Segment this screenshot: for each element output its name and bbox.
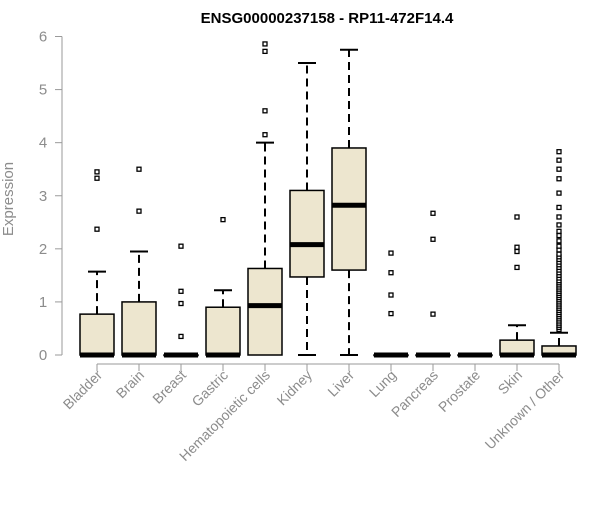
x-tick-label-lung: Lung [366,367,399,400]
outlier-unknown-other-41 [556,204,562,211]
outlier-skin-2 [514,244,520,250]
box-group-bladder [79,169,115,358]
box-group-lung [373,250,409,358]
outlier-skin-1 [514,248,520,255]
y-axis-label: Expression [0,162,17,236]
outlier-gastric-0 [220,216,226,223]
outlier-bladder-2 [94,169,100,175]
box-brain [121,301,157,356]
outlier-brain-0 [136,208,142,214]
outlier-pancreas-2 [430,210,436,216]
outlier-breast-0 [178,333,184,340]
outlier-hematopoietic-cells-3 [262,41,268,47]
y-tick-label-4: 4 [39,135,47,152]
outlier-unknown-other-35 [556,243,562,249]
y-tick-label-3: 3 [39,188,47,205]
box-group-hematopoietic-cells [247,41,283,356]
outlier-unknown-other-39 [556,222,562,228]
chart-title: ENSG00000237158 - RP11-472F14.4 [201,10,454,27]
x-tick-label-liver: Liver [324,367,357,400]
outlier-unknown-other-36 [556,238,562,244]
box-kidney [289,189,325,278]
x-tick-label-bladder: Bladder [60,367,106,413]
box-group-skin [499,214,535,358]
outlier-unknown-other-38 [556,228,562,234]
box-group-breast [163,243,199,358]
box-series [79,41,577,358]
box-group-gastric [205,216,241,358]
y-axis: 0 1 2 3 4 5 6 [39,29,63,364]
y-tick-label-2: 2 [39,241,47,258]
outlier-breast-1 [178,300,184,307]
outlier-unknown-other-42 [556,190,562,196]
outlier-unknown-other-46 [556,149,562,155]
x-tick-label-prostate: Prostate [435,367,483,415]
y-tick-label-6: 6 [39,29,47,46]
outlier-skin-3 [514,214,520,220]
outlier-breast-3 [178,243,184,249]
x-tick-label-kidney: Kidney [274,367,316,409]
outlier-skin-0 [514,264,520,271]
box-group-kidney [289,62,325,356]
box-group-brain [121,166,157,358]
outlier-unknown-other-40 [556,214,562,220]
x-tick-label-breast: Breast [149,367,189,407]
box-group-unknown-other [541,149,577,358]
x-tick-label-unknown-other: Unknown / Other [482,367,568,453]
outlier-hematopoietic-cells-0 [262,132,268,138]
box-group-prostate [457,352,493,358]
box-group-liver [331,48,367,356]
outlier-unknown-other-33 [556,251,562,257]
outlier-lung-0 [388,310,394,317]
outlier-unknown-other-45 [556,157,562,163]
x-tick-label-pancreas: Pancreas [388,367,441,420]
x-tick-label-brain: Brain [113,367,147,401]
box-bladder [79,313,115,356]
outlier-brain-1 [136,166,142,172]
outlier-bladder-1 [94,175,100,181]
x-tick-label-skin: Skin [495,367,526,398]
outlier-pancreas-0 [430,311,436,317]
box-group-pancreas [415,210,451,358]
outlier-unknown-other-43 [556,176,562,182]
outlier-hematopoietic-cells-2 [262,48,268,55]
outlier-unknown-other-44 [556,166,562,172]
box-gastric [205,306,241,356]
outlier-unknown-other-37 [556,232,562,239]
outlier-lung-1 [388,292,394,298]
outlier-lung-2 [388,270,394,276]
outlier-bladder-0 [94,226,100,232]
outlier-breast-2 [178,288,184,294]
outlier-lung-3 [388,250,394,256]
box-hematopoietic-cells [247,267,283,356]
y-tick-label-1: 1 [39,294,47,311]
y-tick-label-5: 5 [39,82,47,99]
outlier-hematopoietic-cells-1 [262,108,268,114]
outlier-pancreas-1 [430,236,436,242]
box-liver [331,147,367,271]
y-tick-label-0: 0 [39,347,47,364]
